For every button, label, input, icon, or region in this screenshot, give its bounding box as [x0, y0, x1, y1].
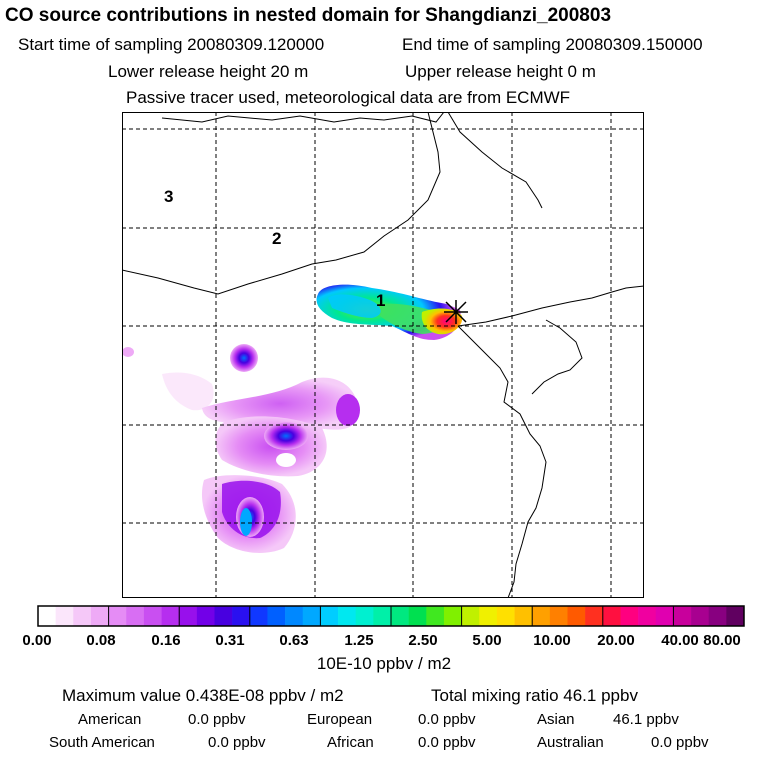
colorbar-tick-label: 0.31	[215, 632, 245, 649]
region-name-american: American	[78, 711, 142, 728]
colorbar	[37, 605, 745, 627]
colorbar-cell	[161, 606, 180, 626]
region-name-south-american: South American	[49, 734, 155, 751]
colorbar-cell	[373, 606, 392, 626]
region-value-south-american: 0.0 ppbv	[208, 734, 266, 751]
map-frame	[122, 112, 644, 598]
region-name-australian: Australian	[537, 734, 604, 751]
colorbar-cell	[214, 606, 233, 626]
colorbar-cell	[655, 606, 674, 626]
total-mixing-ratio-label: Total mixing ratio 46.1 ppbv	[431, 686, 638, 705]
colorbar-cell	[355, 606, 374, 626]
colorbar-cell	[338, 606, 356, 626]
colorbar-cell	[108, 606, 127, 626]
colorbar-cell	[320, 606, 339, 626]
colorbar-cell	[479, 606, 498, 626]
colorbar-cell	[461, 606, 480, 626]
region-value-australian: 0.0 ppbv	[651, 734, 709, 751]
domain-label-2: 2	[272, 229, 281, 248]
colorbar-cell	[73, 606, 92, 626]
colorbar-cell	[602, 606, 621, 626]
colorbar-cell	[196, 606, 215, 626]
concentration-field-southwest	[122, 344, 360, 553]
colorbar-cell	[443, 606, 462, 626]
colorbar-tick-label: 80.00	[703, 632, 741, 649]
receptor-station-marker	[444, 300, 468, 324]
colorbar-cell	[726, 606, 745, 626]
plot-title: CO source contributions in nested domain…	[5, 5, 612, 26]
colorbar-cell	[638, 606, 657, 626]
colorbar-cell	[496, 606, 515, 626]
colorbar-cell	[179, 606, 198, 626]
region-name-asian: Asian	[537, 711, 575, 728]
region-name-african: African	[327, 734, 374, 751]
colorbar-cell	[708, 606, 727, 626]
colorbar-tick-label: 40.00	[661, 632, 699, 649]
colorbar-cell	[549, 606, 568, 626]
colorbar-tick-label: 0.08	[86, 632, 116, 649]
colorbar-tick-label: 20.00	[597, 632, 635, 649]
colorbar-cell	[514, 606, 533, 626]
map-canvas: 1 2 3	[122, 112, 644, 598]
colorbar-tick-label: 2.50	[408, 632, 438, 649]
colorbar-cell	[426, 606, 445, 626]
colorbar-tick-label: 10.00	[533, 632, 571, 649]
map-panel: 1 2 3	[122, 112, 644, 598]
tracer-note: Passive tracer used, meteorological data…	[126, 88, 571, 107]
colorbar-cell	[391, 606, 409, 626]
colorbar-unit-label: 10E-10 ppbv / m2	[316, 654, 452, 673]
colorbar-tick-label: 0.63	[279, 632, 309, 649]
colorbar-cell	[126, 606, 145, 626]
end-time-label: End time of sampling 20080309.150000	[402, 35, 703, 54]
country-borders	[122, 112, 644, 598]
domain-label-3: 3	[164, 187, 173, 206]
colorbar-cell	[302, 606, 321, 626]
start-time-label: Start time of sampling 20080309.120000	[18, 35, 325, 54]
colorbar-cell	[143, 606, 162, 626]
colorbar-cell	[620, 606, 639, 626]
region-name-european: European	[307, 711, 373, 728]
colorbar-tick-label: 0.00	[22, 632, 52, 649]
colorbar-cell	[585, 606, 604, 626]
colorbar-cell	[567, 606, 586, 626]
colorbar-frame	[37, 605, 745, 627]
maximum-value-label: Maximum value 0.438E-08 ppbv / m2	[62, 686, 344, 705]
concentration-plume	[316, 284, 463, 340]
lat-lon-grid	[122, 112, 644, 598]
colorbar-cell	[90, 606, 109, 626]
colorbar-cell	[285, 606, 304, 626]
colorbar-tick-label: 1.25	[344, 632, 374, 649]
colorbar-cell	[408, 606, 427, 626]
colorbar-tick-label: 5.00	[472, 632, 502, 649]
colorbar-cell	[55, 606, 74, 626]
region-value-american: 0.0 ppbv	[188, 711, 246, 728]
colorbar-cell	[249, 606, 268, 626]
colorbar-cell	[267, 606, 286, 626]
colorbar-cell	[232, 606, 251, 626]
colorbar-cell	[532, 606, 551, 626]
lower-release-height: Lower release height 20 m	[108, 62, 309, 81]
colorbar-cell	[691, 606, 709, 626]
region-value-african: 0.0 ppbv	[418, 734, 476, 751]
colorbar-cell	[673, 606, 692, 626]
colorbar-tick-label: 0.16	[151, 632, 181, 649]
colorbar-cell	[38, 606, 56, 626]
domain-label-1: 1	[376, 291, 385, 310]
region-value-european: 0.0 ppbv	[418, 711, 476, 728]
region-value-asian: 46.1 ppbv	[613, 711, 679, 728]
upper-release-height: Upper release height 0 m	[405, 62, 596, 81]
